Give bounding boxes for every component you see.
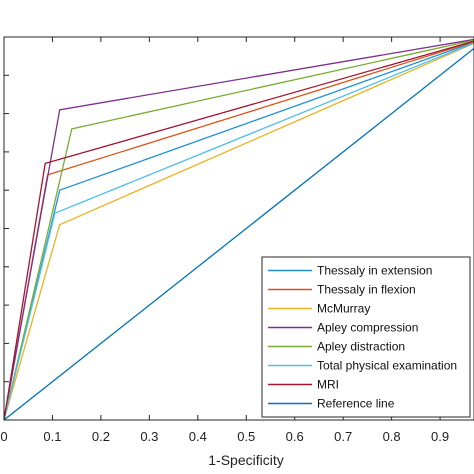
series-line-6 <box>4 40 474 420</box>
x-tick-label-5: 0.5 <box>237 429 255 444</box>
legend-box <box>261 256 471 418</box>
x-tick-label-9: 0.9 <box>431 429 449 444</box>
tick-marks <box>3 36 441 421</box>
x-tick-label-4: 0.4 <box>189 429 207 444</box>
legend-label-3: Apley compression <box>317 321 418 335</box>
x-tick-label-1: 0.1 <box>43 429 61 444</box>
legend-label-2: McMurray <box>317 302 370 316</box>
series-line-5 <box>4 42 474 420</box>
series-line-4 <box>4 39 474 420</box>
legend-label-4: Apley distraction <box>317 340 405 354</box>
x-tick-labels: 0 0.1 0.2 0.3 0.4 0.5 0.6 0.7 0.8 0.9 <box>0 429 449 444</box>
x-tick-label-3: 0.3 <box>140 429 158 444</box>
plot-area <box>4 38 474 420</box>
x-axis-label: 1-Specificity <box>208 452 283 468</box>
legend: Thessaly in extension Thessaly in flexion… <box>261 256 471 418</box>
x-tick-label-8: 0.8 <box>383 429 401 444</box>
legend-label-1: Thessaly in flexion <box>317 283 416 297</box>
x-tick-label-2: 0.2 <box>92 429 110 444</box>
series-line-3 <box>4 38 474 420</box>
series-line-7 <box>4 47 474 420</box>
x-tick-label-0: 0 <box>0 429 7 444</box>
legend-label-5: Total physical examination <box>317 359 457 373</box>
legend-label-7: Reference line <box>317 397 395 411</box>
legend-label-6: MRI <box>317 378 339 392</box>
series-line-2 <box>4 42 474 420</box>
x-tick-label-6: 0.6 <box>286 429 304 444</box>
x-tick-label-7: 0.7 <box>334 429 352 444</box>
legend-label-0: Thessaly in extension <box>317 264 432 278</box>
